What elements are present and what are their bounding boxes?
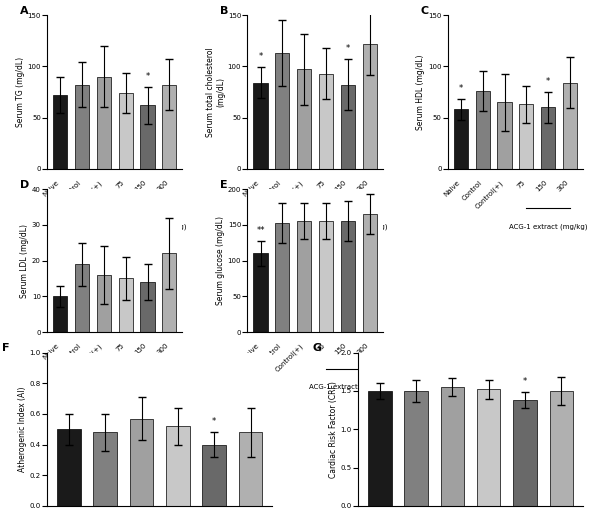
Text: 300: 300 (356, 179, 370, 193)
Bar (519, 104, 534, 169)
Text: Control(+): Control(+) (474, 179, 505, 210)
Bar (363, 214, 377, 332)
Bar (166, 426, 190, 506)
Text: ACG-1 extract (mg/kg): ACG-1 extract (mg/kg) (509, 224, 587, 230)
Text: *: * (546, 77, 550, 86)
Text: 150: 150 (334, 342, 348, 356)
Text: F: F (2, 343, 9, 354)
Bar (163, 253, 177, 332)
Bar (53, 296, 67, 332)
Text: Control: Control (260, 342, 282, 364)
Text: Control: Control (260, 179, 282, 201)
Text: 300: 300 (155, 179, 170, 193)
Bar (275, 53, 289, 169)
Y-axis label: Serum TG (mg/dL): Serum TG (mg/dL) (15, 57, 25, 127)
Text: Naive: Naive (42, 342, 60, 360)
Text: 75: 75 (516, 179, 527, 190)
Bar (239, 432, 262, 506)
Bar (297, 69, 312, 169)
Bar (53, 95, 67, 169)
Text: ACG-1 extract (mg/kg): ACG-1 extract (mg/kg) (108, 224, 187, 230)
Text: *: * (459, 84, 463, 93)
Bar (275, 223, 289, 332)
Text: Control: Control (60, 342, 82, 364)
Text: *: * (145, 72, 150, 81)
Bar (253, 83, 267, 169)
Text: *: * (259, 52, 263, 61)
Text: *: * (212, 417, 216, 426)
Text: Control: Control (60, 179, 82, 201)
Y-axis label: Cardiac Risk Factor (CRF): Cardiac Risk Factor (CRF) (329, 381, 337, 478)
Bar (75, 85, 89, 169)
Text: 150: 150 (534, 179, 548, 193)
Text: ACG-1 extract (mg/kg): ACG-1 extract (mg/kg) (309, 384, 387, 390)
Bar (341, 221, 355, 332)
Text: B: B (220, 6, 229, 16)
Bar (477, 389, 501, 506)
Bar (563, 83, 577, 169)
Bar (541, 107, 555, 169)
Bar (97, 77, 111, 169)
Bar (368, 391, 392, 506)
Bar (130, 419, 153, 506)
Text: Naive: Naive (442, 179, 461, 198)
Bar (118, 93, 133, 169)
Text: Control: Control (461, 179, 483, 201)
Text: 75: 75 (316, 342, 326, 353)
Bar (319, 221, 333, 332)
Text: A: A (20, 6, 29, 16)
Y-axis label: Atherogenic Index (AI): Atherogenic Index (AI) (18, 386, 27, 472)
Bar (498, 102, 512, 169)
Y-axis label: Serum HDL (mg/dL): Serum HDL (mg/dL) (416, 54, 425, 130)
Text: 75: 75 (115, 179, 125, 190)
Bar (118, 278, 133, 332)
Text: 150: 150 (134, 179, 147, 193)
Bar (94, 432, 117, 506)
Text: G: G (313, 343, 322, 354)
Text: D: D (20, 180, 29, 191)
Text: Control(+): Control(+) (74, 342, 104, 373)
Bar (140, 282, 155, 332)
Bar (319, 74, 333, 169)
Bar (550, 391, 573, 506)
Bar (297, 221, 312, 332)
Bar (341, 85, 355, 169)
Bar (97, 275, 111, 332)
Bar (441, 387, 464, 506)
Text: Naive: Naive (42, 179, 60, 198)
Text: 150: 150 (334, 179, 348, 193)
Bar (57, 429, 81, 506)
Y-axis label: Serum glucose (mg/dL): Serum glucose (mg/dL) (216, 216, 225, 305)
Bar (75, 264, 89, 332)
Text: E: E (220, 180, 228, 191)
Text: Control(+): Control(+) (274, 179, 304, 210)
Text: 300: 300 (356, 342, 370, 356)
Bar (140, 105, 155, 169)
Bar (513, 400, 537, 506)
Text: Naive: Naive (242, 342, 260, 360)
Y-axis label: Serum total cholesterol
(mg/dL): Serum total cholesterol (mg/dL) (206, 47, 225, 137)
Text: *: * (523, 377, 527, 386)
Text: Naive: Naive (242, 179, 260, 198)
Bar (253, 253, 267, 332)
Y-axis label: Serum LDL (mg/dL): Serum LDL (mg/dL) (20, 224, 29, 297)
Text: Control(+): Control(+) (274, 342, 304, 373)
Bar (454, 109, 468, 169)
Text: 300: 300 (155, 342, 170, 356)
Text: 75: 75 (115, 342, 125, 353)
Text: C: C (421, 6, 429, 16)
Text: 150: 150 (134, 342, 147, 356)
Text: 75: 75 (316, 179, 326, 190)
Text: Control(+): Control(+) (74, 179, 104, 210)
Text: **: ** (256, 226, 265, 235)
Text: 300: 300 (556, 179, 570, 193)
Text: *: * (346, 44, 350, 53)
Bar (163, 85, 177, 169)
Bar (404, 391, 428, 506)
Bar (203, 445, 226, 506)
Text: ACG-1 extract (mg/kg): ACG-1 extract (mg/kg) (108, 384, 187, 390)
Bar (475, 91, 490, 169)
Text: ACG-1 extract (mg/kg): ACG-1 extract (mg/kg) (309, 224, 387, 230)
Bar (363, 44, 377, 169)
